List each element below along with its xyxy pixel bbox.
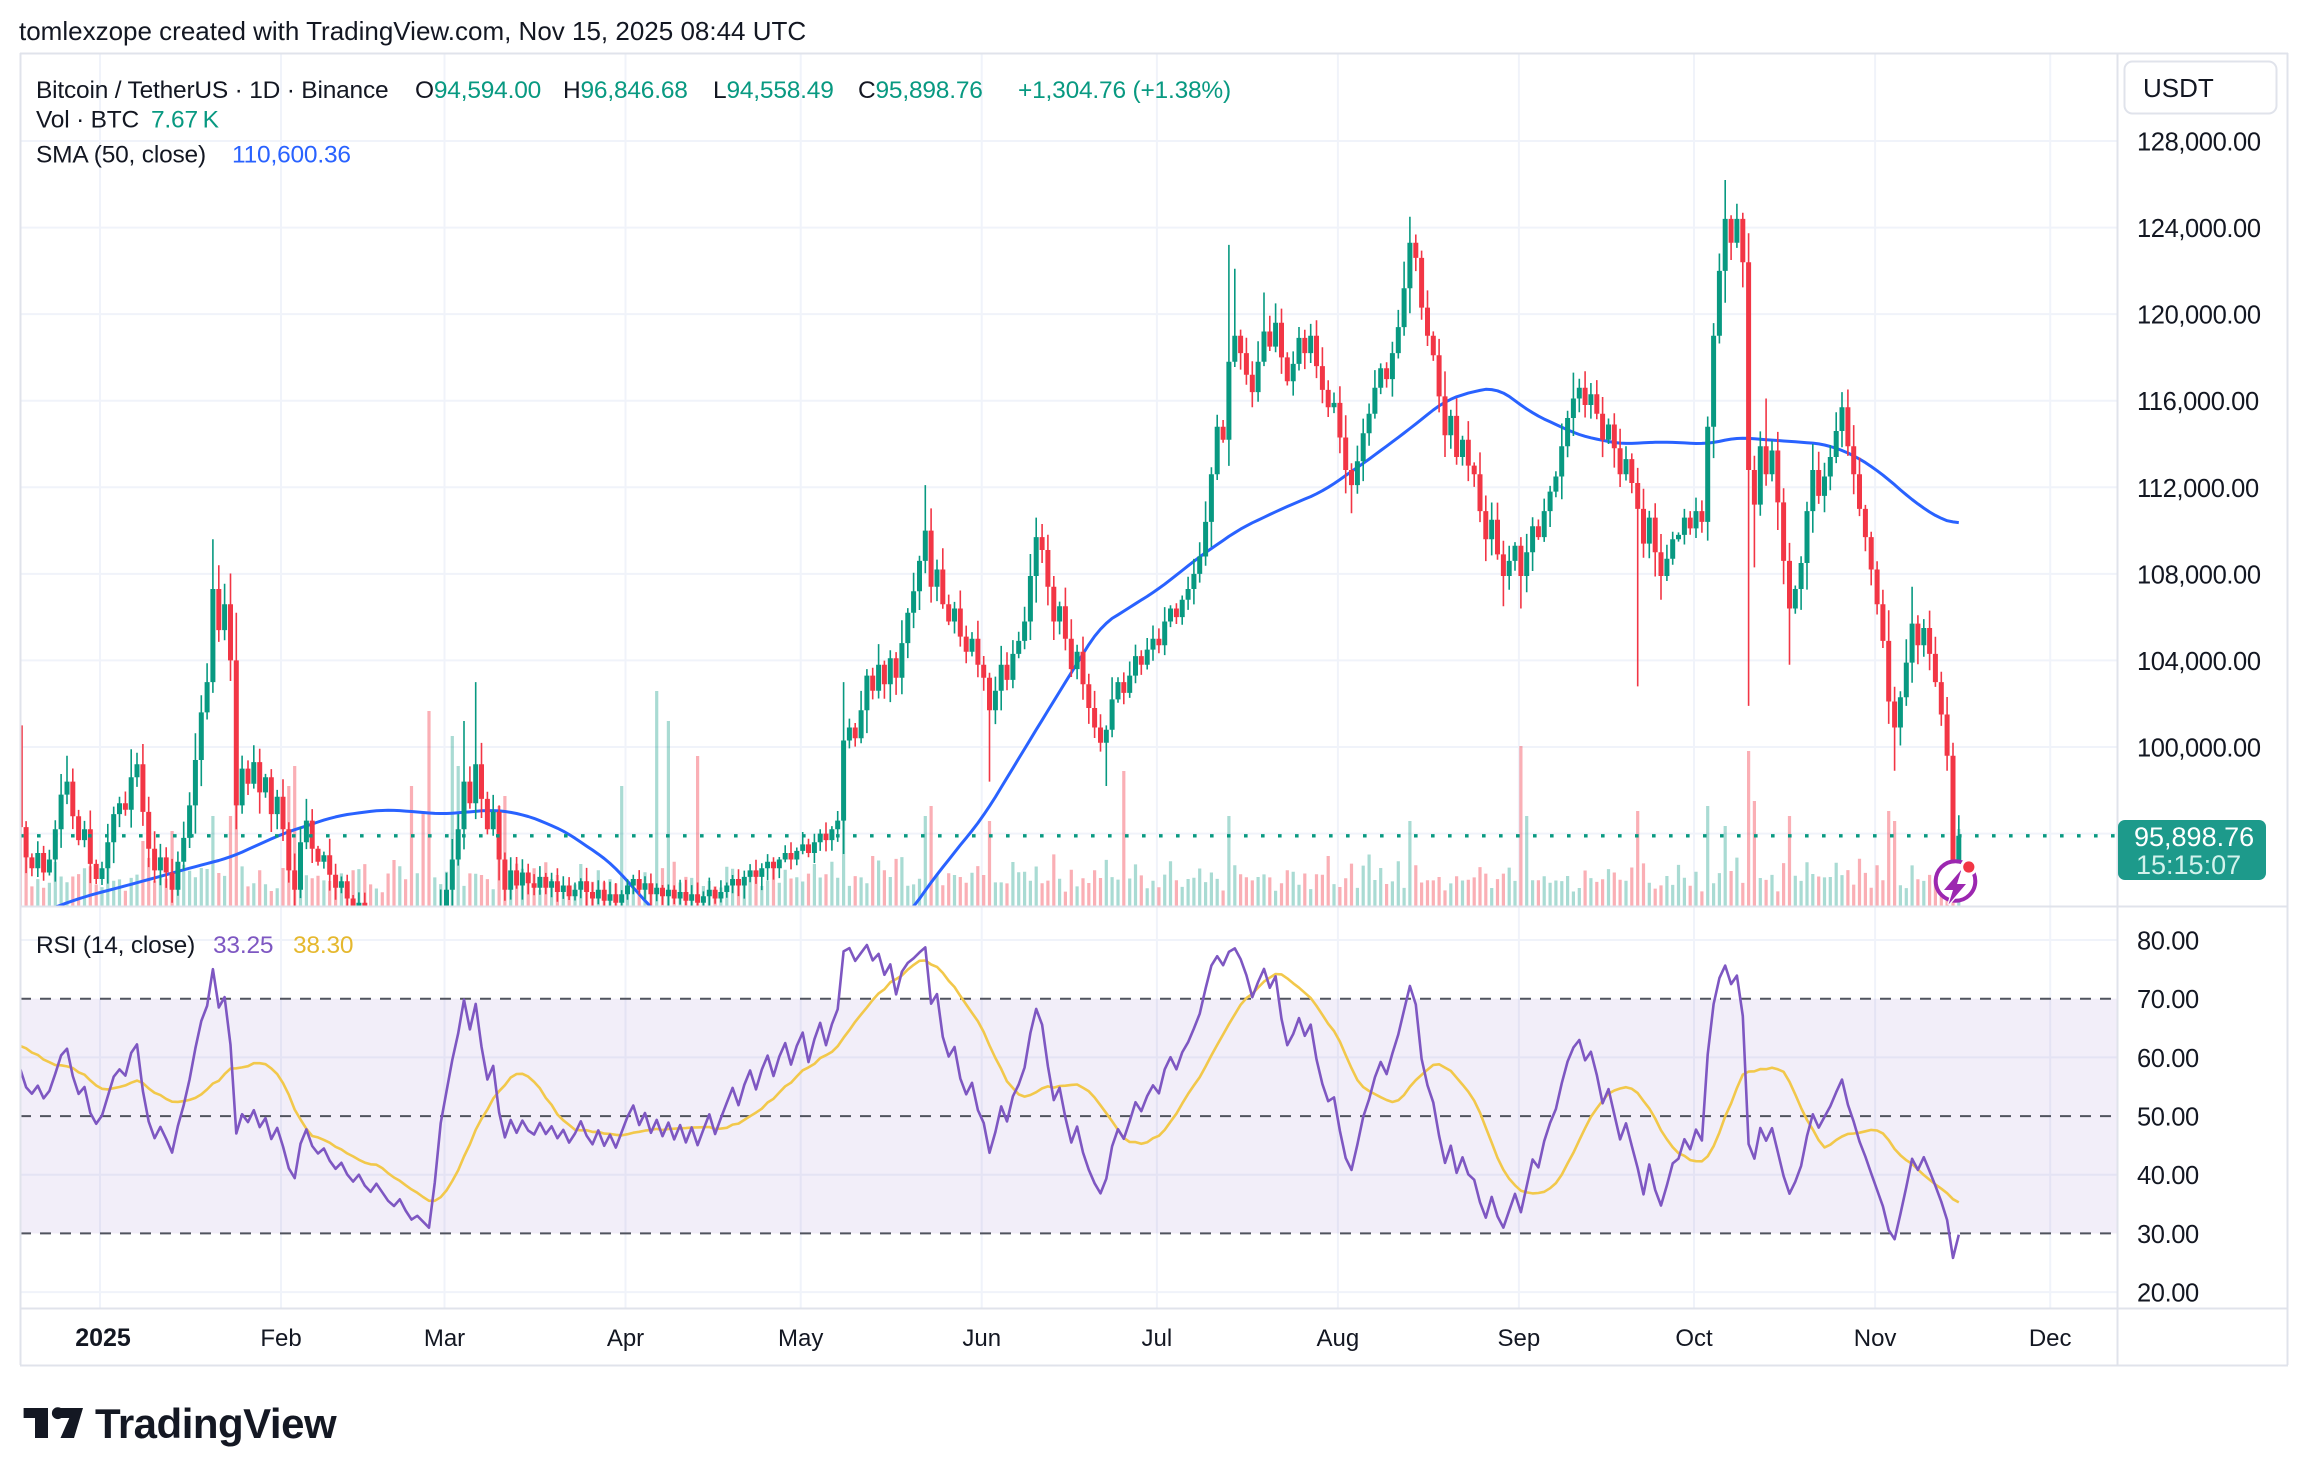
- svg-text:38.30: 38.30: [293, 932, 353, 959]
- svg-text:100,000.00: 100,000.00: [2137, 735, 2261, 763]
- svg-text:120,000.00: 120,000.00: [2137, 302, 2261, 330]
- svg-text:Aug: Aug: [1317, 1325, 1360, 1352]
- svg-text:Vol · BTC: Vol · BTC: [36, 107, 139, 134]
- svg-text:124,000.00: 124,000.00: [2137, 215, 2261, 243]
- svg-text:TradingView: TradingView: [95, 1400, 337, 1447]
- svg-text:110,600.36: 110,600.36: [232, 142, 351, 169]
- svg-text:60.00: 60.00: [2137, 1045, 2199, 1073]
- svg-text:May: May: [778, 1325, 823, 1352]
- svg-text:Apr: Apr: [607, 1325, 644, 1352]
- svg-text:7.67 K: 7.67 K: [151, 107, 220, 134]
- svg-text:104,000.00: 104,000.00: [2137, 648, 2261, 676]
- svg-text:40.00: 40.00: [2137, 1162, 2199, 1190]
- svg-text:50.00: 50.00: [2137, 1104, 2199, 1132]
- svg-text:Nov: Nov: [1854, 1325, 1897, 1352]
- svg-text:H96,846.68: H96,846.68: [563, 77, 688, 104]
- svg-text:O94,594.00: O94,594.00: [415, 77, 541, 104]
- svg-text:20.00: 20.00: [2137, 1280, 2199, 1308]
- svg-text:116,000.00: 116,000.00: [2137, 388, 2259, 416]
- svg-text:C95,898.76: C95,898.76: [858, 77, 983, 104]
- svg-text:15:15:07: 15:15:07: [2136, 850, 2241, 880]
- svg-text:SMA (50, close): SMA (50, close): [36, 142, 206, 169]
- svg-text:Bitcoin / TetherUS · 1D · Bina: Bitcoin / TetherUS · 1D · Binance: [36, 77, 388, 104]
- svg-text:Mar: Mar: [424, 1325, 465, 1352]
- svg-text:112,000.00: 112,000.00: [2137, 475, 2259, 503]
- svg-text:Jun: Jun: [962, 1325, 1001, 1352]
- svg-text:RSI (14, close): RSI (14, close): [36, 932, 195, 959]
- svg-text:+1,304.76 (+1.38%): +1,304.76 (+1.38%): [1018, 77, 1231, 104]
- svg-text:2025: 2025: [75, 1324, 131, 1352]
- svg-text:80.00: 80.00: [2137, 928, 2199, 956]
- svg-text:33.25: 33.25: [213, 932, 273, 959]
- svg-text:108,000.00: 108,000.00: [2137, 561, 2261, 589]
- svg-text:95,898.76: 95,898.76: [2134, 822, 2254, 852]
- svg-text:Feb: Feb: [260, 1325, 301, 1352]
- svg-text:128,000.00: 128,000.00: [2137, 129, 2261, 157]
- svg-text:Jul: Jul: [1142, 1325, 1173, 1352]
- svg-text:30.00: 30.00: [2137, 1221, 2199, 1249]
- svg-text:USDT: USDT: [2143, 73, 2214, 103]
- svg-text:Oct: Oct: [1675, 1325, 1713, 1352]
- svg-text:L94,558.49: L94,558.49: [713, 77, 834, 104]
- svg-text:tomlexzope created with Tradin: tomlexzope created with TradingView.com,…: [19, 16, 806, 46]
- svg-text:Dec: Dec: [2029, 1325, 2072, 1352]
- svg-text:Sep: Sep: [1498, 1325, 1541, 1352]
- svg-text:70.00: 70.00: [2137, 986, 2199, 1014]
